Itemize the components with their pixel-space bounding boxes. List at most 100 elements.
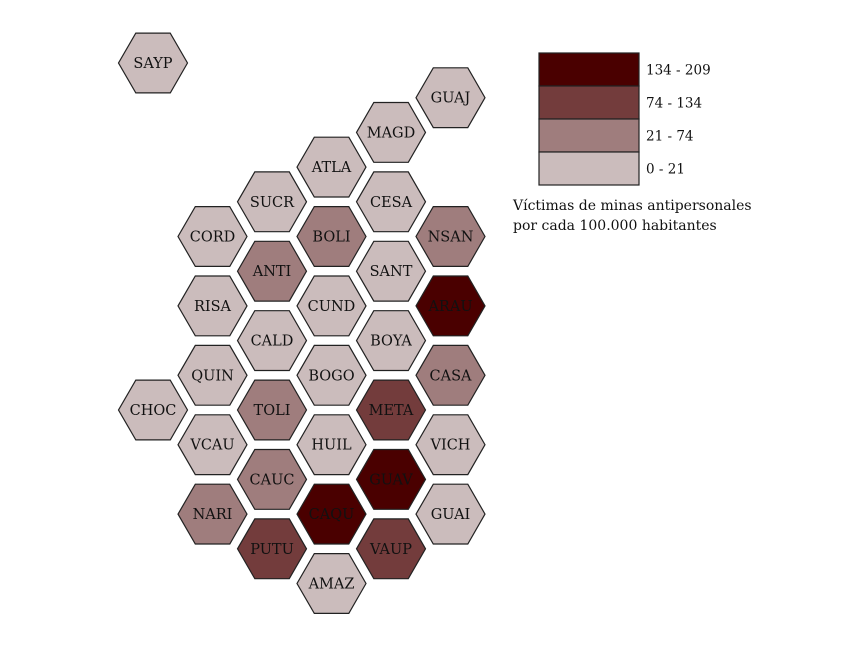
hex-cell-vaup: VAUP [355, 518, 427, 580]
hex-label: BOYA [370, 334, 412, 350]
hex-label: GUAJ [431, 91, 471, 107]
hex-layer: SAYP GUAJ MAGD ATLA SUCR CESA CORD BOLI NSAN ANTI… [117, 32, 486, 615]
hex-shape [355, 310, 427, 372]
hex-shape [415, 483, 486, 545]
hex-shape [415, 275, 486, 337]
hex-cell-cauc: CAUC [236, 448, 308, 510]
hex-label: NSAN [428, 230, 474, 246]
legend: 134 - 209 74 - 134 21 - 74 0 - 21 Víctimas … [512, 52, 752, 234]
legend-swatch [538, 151, 640, 186]
legend-label: 0 - 21 [646, 162, 685, 178]
hex-shape [415, 206, 486, 267]
hex-shape [355, 171, 427, 233]
hex-shape [296, 344, 367, 406]
hex-label: CAUC [250, 472, 295, 488]
hex-shape [117, 379, 189, 441]
hex-label: VCAU [189, 438, 234, 454]
hex-label: META [369, 403, 414, 419]
hex-cell-huil: HUIL [296, 414, 367, 476]
hex-label: TOLI [254, 403, 291, 419]
hex-cell-guaj: GUAJ [415, 67, 486, 129]
legend-caption-line2: por cada 100.000 habitantes [513, 218, 717, 234]
hex-label: BOLI [312, 230, 350, 246]
hex-label: ANTI [252, 264, 292, 280]
hex-label: MAGD [367, 125, 416, 141]
hex-label: RISA [194, 299, 232, 315]
hex-cell-amaz: AMAZ [296, 552, 367, 615]
hex-shape [236, 518, 308, 580]
hex-cell-guai: GUAI [415, 483, 486, 545]
hex-cell-sucr: SUCR [236, 171, 308, 233]
hex-cell-caqu: CAQU [296, 483, 367, 545]
hex-shape [296, 552, 367, 615]
hex-cell-cund: CUND [296, 275, 367, 337]
hex-cell-nsan: NSAN [415, 206, 486, 267]
legend-label: 21 - 74 [646, 129, 694, 145]
hex-shape [355, 448, 427, 510]
hex-label: CASA [430, 368, 472, 384]
hex-label: CORD [190, 230, 236, 246]
hex-label: CALD [251, 334, 294, 350]
hex-shape [236, 379, 308, 441]
hex-cell-cald: CALD [236, 310, 308, 372]
legend-swatch [538, 85, 640, 120]
hex-label: NARI [193, 507, 233, 523]
hex-shape [117, 32, 189, 94]
hex-cell-toli: TOLI [236, 379, 308, 441]
hex-shape [236, 448, 308, 510]
hex-shape [177, 275, 248, 337]
hex-shape [236, 240, 308, 302]
legend-items: 134 - 209 74 - 134 21 - 74 0 - 21 [538, 52, 711, 186]
hex-label: PUTU [250, 542, 294, 558]
hex-shape [236, 310, 308, 372]
legend-caption-line1: Víctimas de minas antipersonales [512, 198, 752, 214]
legend-item: 74 - 134 [538, 85, 702, 120]
hex-cell-nari: NARI [177, 483, 248, 545]
hex-label: SUCR [250, 195, 295, 211]
hex-shape [355, 518, 427, 580]
hex-label: CHOC [130, 403, 177, 419]
hex-cell-magd: MAGD [355, 101, 427, 163]
hex-cell-atla: ATLA [296, 136, 367, 198]
hex-cell-putu: PUTU [236, 518, 308, 580]
hex-shape [296, 483, 367, 545]
hex-shape [177, 483, 248, 545]
hex-shape [355, 101, 427, 163]
hex-label: BOGO [308, 368, 354, 384]
hex-cell-arau: ARAU [415, 275, 486, 337]
legend-item: 21 - 74 [538, 118, 694, 153]
hex-shape [296, 136, 367, 198]
legend-swatch [538, 118, 640, 153]
hex-label: VICH [430, 438, 471, 454]
hex-cell-casa: CASA [415, 344, 486, 406]
hex-cell-sant: SANT [355, 240, 427, 302]
legend-swatch [538, 52, 640, 87]
legend-label: 134 - 209 [646, 63, 711, 79]
hex-shape [177, 344, 248, 406]
hex-label: ARAU [427, 299, 472, 315]
hex-cell-cord: CORD [177, 206, 248, 267]
hex-shape [177, 414, 248, 476]
hex-shape [415, 67, 486, 129]
hex-label: CAQU [309, 507, 355, 523]
hex-label: ATLA [311, 160, 352, 176]
hex-label: SAYP [133, 56, 172, 72]
hex-shape [296, 206, 367, 267]
hex-label: VAUP [369, 542, 412, 558]
hex-label: AMAZ [308, 577, 355, 593]
hex-cell-boli: BOLI [296, 206, 367, 267]
hex-shape [296, 414, 367, 476]
hex-cell-risa: RISA [177, 275, 248, 337]
hex-shape [355, 379, 427, 441]
hex-cell-guav: GUAV [355, 448, 427, 510]
hex-cell-choc: CHOC [117, 379, 189, 441]
hex-label: QUIN [191, 368, 234, 384]
hex-cell-boya: BOYA [355, 310, 427, 372]
hex-label: HUIL [311, 438, 352, 454]
hex-shape [236, 171, 308, 233]
legend-item: 134 - 209 [538, 52, 711, 87]
hex-shape [415, 344, 486, 406]
hex-cell-bogo: BOGO [296, 344, 367, 406]
hex-cell-quin: QUIN [177, 344, 248, 406]
